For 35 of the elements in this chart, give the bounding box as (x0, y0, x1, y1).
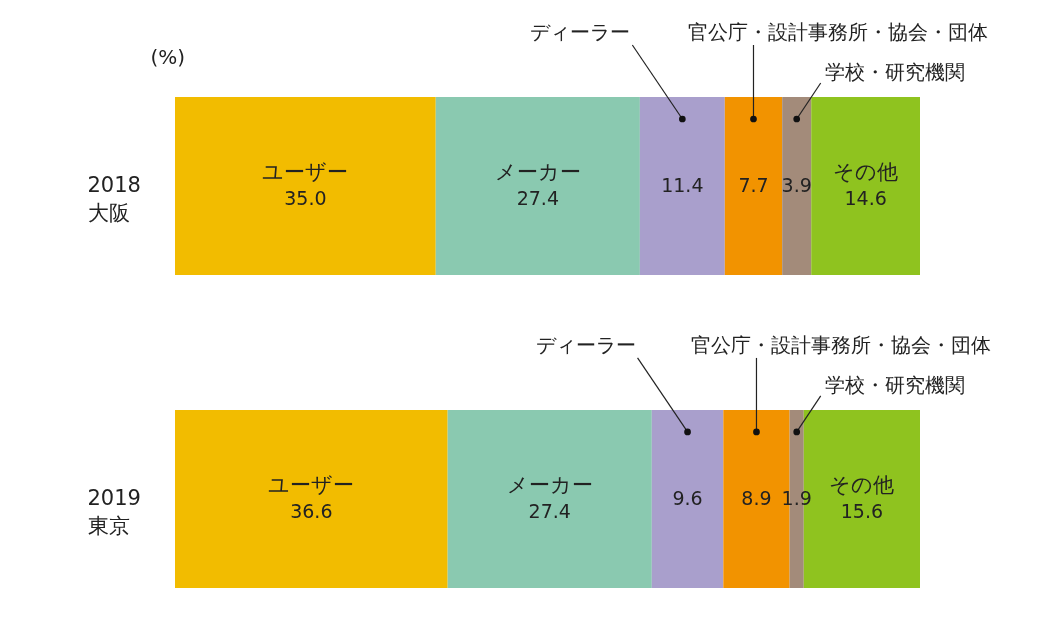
text: 官公庁・設計事務所・協会・団体 (688, 20, 989, 44)
text: 学校・研究機関 (824, 372, 965, 397)
data-label: 14.6 (844, 187, 887, 210)
bar (175, 409, 448, 588)
text: メーカー (506, 472, 593, 497)
data-label: 9.6 (672, 486, 703, 509)
data-label: 3.9 (781, 174, 812, 197)
bar (447, 409, 652, 588)
bar (724, 97, 783, 276)
data-label: 15.6 (840, 499, 884, 522)
series-label: その他 (833, 160, 899, 185)
bar (651, 409, 724, 588)
text: その他 (829, 472, 895, 497)
data-label: 27.4 (516, 187, 559, 210)
bar (435, 97, 640, 276)
y-tick-label: 2018 大阪 (87, 173, 141, 226)
series-label: メーカー (494, 160, 581, 185)
y-axis-title: (%) (150, 44, 186, 69)
text: ユーザー (268, 472, 355, 497)
data-label: 27.4 (528, 499, 571, 522)
bar (811, 97, 920, 276)
series-label: 学校・研究機関 (824, 60, 965, 84)
y-tick-label: 2019 東京 (87, 485, 141, 538)
bar (782, 97, 812, 276)
data-label: 36.6 (290, 499, 333, 522)
text: 官公庁・設計事務所・協会・団体 (691, 332, 992, 357)
data-label: 11.4 (661, 174, 704, 197)
text: ディーラー (530, 20, 631, 44)
bar (639, 97, 725, 276)
bar (175, 97, 436, 276)
series-label: ユーザー (262, 160, 349, 185)
data-label: 7.7 (738, 174, 769, 197)
text: ディーラー (535, 332, 636, 357)
data-label: 35.0 (284, 187, 327, 210)
data-label: 8.9 (741, 486, 772, 509)
